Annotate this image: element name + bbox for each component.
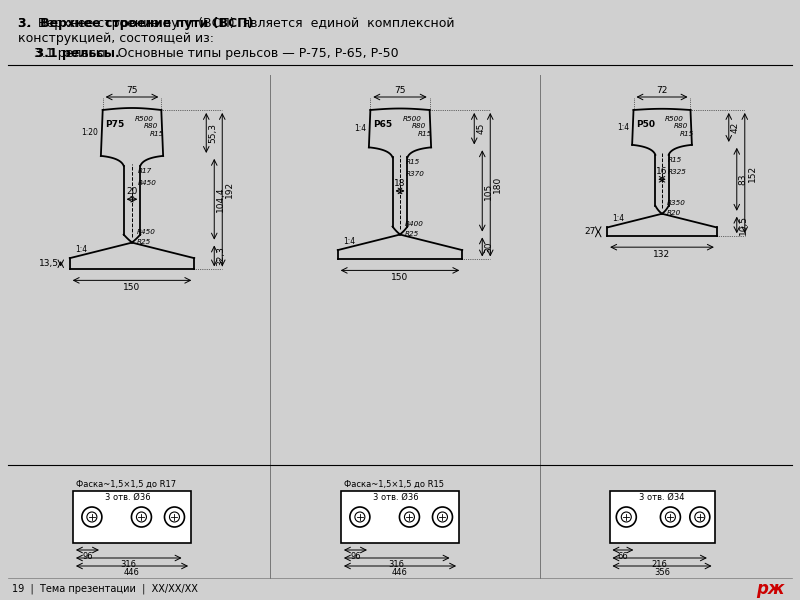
Text: R500: R500 [665,116,684,122]
Text: R450: R450 [138,180,157,186]
Text: R370: R370 [406,172,425,178]
Text: 1:20: 1:20 [81,128,98,137]
Text: 3.  Верхнее строение пути (ВСП): 3. Верхнее строение пути (ВСП) [18,17,254,30]
Text: 180: 180 [494,176,502,193]
Text: 96: 96 [82,552,93,561]
Text: 66: 66 [618,552,628,561]
Text: 72: 72 [656,86,668,95]
Text: 150: 150 [123,283,141,292]
Text: 356: 356 [654,568,670,577]
Text: 1:4: 1:4 [74,245,87,254]
Text: Фаска~1,5×1,5 до R17: Фаска~1,5×1,5 до R17 [76,480,176,489]
Text: 96: 96 [350,552,361,561]
Text: 316: 316 [389,560,405,569]
Text: 152: 152 [748,164,757,182]
Text: R80: R80 [144,123,158,129]
Text: 30: 30 [484,241,494,253]
Text: R17: R17 [138,168,152,174]
Text: 316: 316 [121,560,137,569]
Text: R15: R15 [680,131,694,137]
Text: R450: R450 [137,229,156,235]
Text: 192: 192 [226,181,234,198]
Bar [73,491,191,543]
Text: рж: рж [757,580,785,598]
Text: R400: R400 [405,220,424,226]
Text: 75: 75 [394,86,406,95]
Text: 16: 16 [656,167,668,176]
Text: R20: R20 [667,210,682,216]
Text: 18: 18 [394,179,406,188]
Text: 132: 132 [654,250,670,259]
Text: 45: 45 [476,123,486,134]
Text: R15: R15 [668,157,682,163]
Text: 150: 150 [391,274,409,283]
Text: конструкцией, состоящей из:: конструкцией, состоящей из: [18,32,214,45]
Text: 3.1 рельсы.: 3.1 рельсы. [18,47,120,60]
Text: R500: R500 [403,116,422,122]
Text: 3.  Верхнее строение пути (ВСП)  является  единой  комплексной: 3. Верхнее строение пути (ВСП) является … [18,17,454,30]
Text: 32,3: 32,3 [216,246,226,266]
Bar [610,491,714,543]
Text: 13,5: 13,5 [38,259,58,268]
Text: 105: 105 [484,182,494,200]
Text: 1:4: 1:4 [617,123,629,132]
Text: R80: R80 [674,123,688,129]
Text: R15: R15 [150,131,164,137]
Text: 20: 20 [126,187,138,196]
Text: 216: 216 [652,560,667,569]
Text: P50: P50 [636,120,655,129]
Text: 55,3: 55,3 [208,123,218,143]
Text: Фаска~1,5×1,5 до R15: Фаска~1,5×1,5 до R15 [344,480,444,489]
Text: R15: R15 [406,160,420,166]
Text: R500: R500 [135,116,154,122]
Text: R25: R25 [405,230,419,236]
Text: R80: R80 [412,123,426,129]
Text: 446: 446 [124,568,140,577]
Text: 3 отв. Ø36: 3 отв. Ø36 [105,493,150,502]
Text: R325: R325 [668,169,687,175]
Text: 446: 446 [392,568,408,577]
Text: R25: R25 [137,239,151,245]
Text: 3.1 рельсы.  Основные типы рельсов — Р-75, Р-65, Р-50: 3.1 рельсы. Основные типы рельсов — Р-75… [18,47,398,60]
Text: 83: 83 [738,173,748,185]
Text: P75: P75 [105,120,124,129]
Text: 104,4: 104,4 [216,187,226,212]
Text: 3 отв. Ø36: 3 отв. Ø36 [373,493,418,502]
Text: 42: 42 [730,122,740,133]
Text: 1:4: 1:4 [612,214,624,223]
Text: R350: R350 [667,200,686,206]
Text: 1:4: 1:4 [354,124,366,133]
Text: 19  |  Тема презентации  |  ХХ/ХХ/ХХ: 19 | Тема презентации | ХХ/ХХ/ХХ [12,584,198,594]
Text: R15: R15 [418,131,432,137]
Text: P65: P65 [373,120,392,129]
Text: 3 отв. Ø34: 3 отв. Ø34 [639,493,685,502]
Bar [341,491,459,543]
Text: 27: 27 [585,227,596,236]
Text: 1:4: 1:4 [342,237,355,246]
Text: 75: 75 [126,86,138,95]
Text: 10,5: 10,5 [738,215,748,235]
